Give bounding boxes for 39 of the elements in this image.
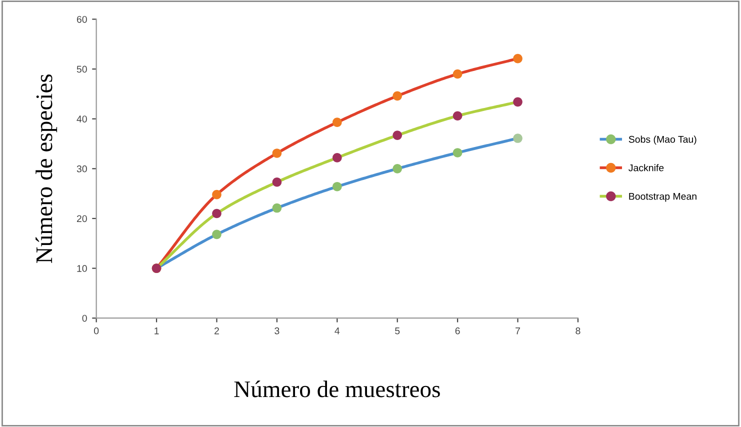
point [513,54,522,64]
point [212,208,222,218]
point [392,91,402,101]
y-tick-label: 20 [76,215,87,222]
x-tick-label: 7 [516,328,520,334]
y-tick-label: 40 [76,116,87,122]
point [452,69,462,79]
x-tick-label: 8 [576,327,580,334]
legend-label: Bootstrap Mean [629,193,696,202]
x-tick-label: 5 [395,328,400,334]
point [272,148,282,158]
point [212,190,222,200]
y-tick-label: 60 [76,16,87,23]
y-tick-label: 30 [76,165,87,172]
point [452,148,462,158]
point [332,153,342,162]
point [513,97,522,107]
y-tick-label: 50 [76,66,87,73]
x-tick-label: 0 [94,327,99,334]
point [272,177,282,187]
legend-label: Sobs (Mao Tau) [628,136,696,145]
point [332,182,342,192]
x-tick-label: 4 [334,328,340,334]
x-tick-label: 6 [455,327,460,334]
y-tick-label: 0 [82,314,87,322]
legend-label: Jacknife [628,164,664,172]
point [272,203,282,213]
point [392,164,402,174]
point [392,130,402,140]
y-tick-label: 10 [77,265,87,272]
x-axis-title: Número de muestreos [234,380,440,398]
point [513,134,522,143]
y-axis-title: Número de especies [36,74,58,264]
point [452,111,462,121]
x-tick-label: 1 [154,328,159,334]
x-tick-label: 2 [214,327,219,334]
point [332,118,342,127]
x-tick-label: 3 [274,327,280,334]
point [212,230,222,240]
